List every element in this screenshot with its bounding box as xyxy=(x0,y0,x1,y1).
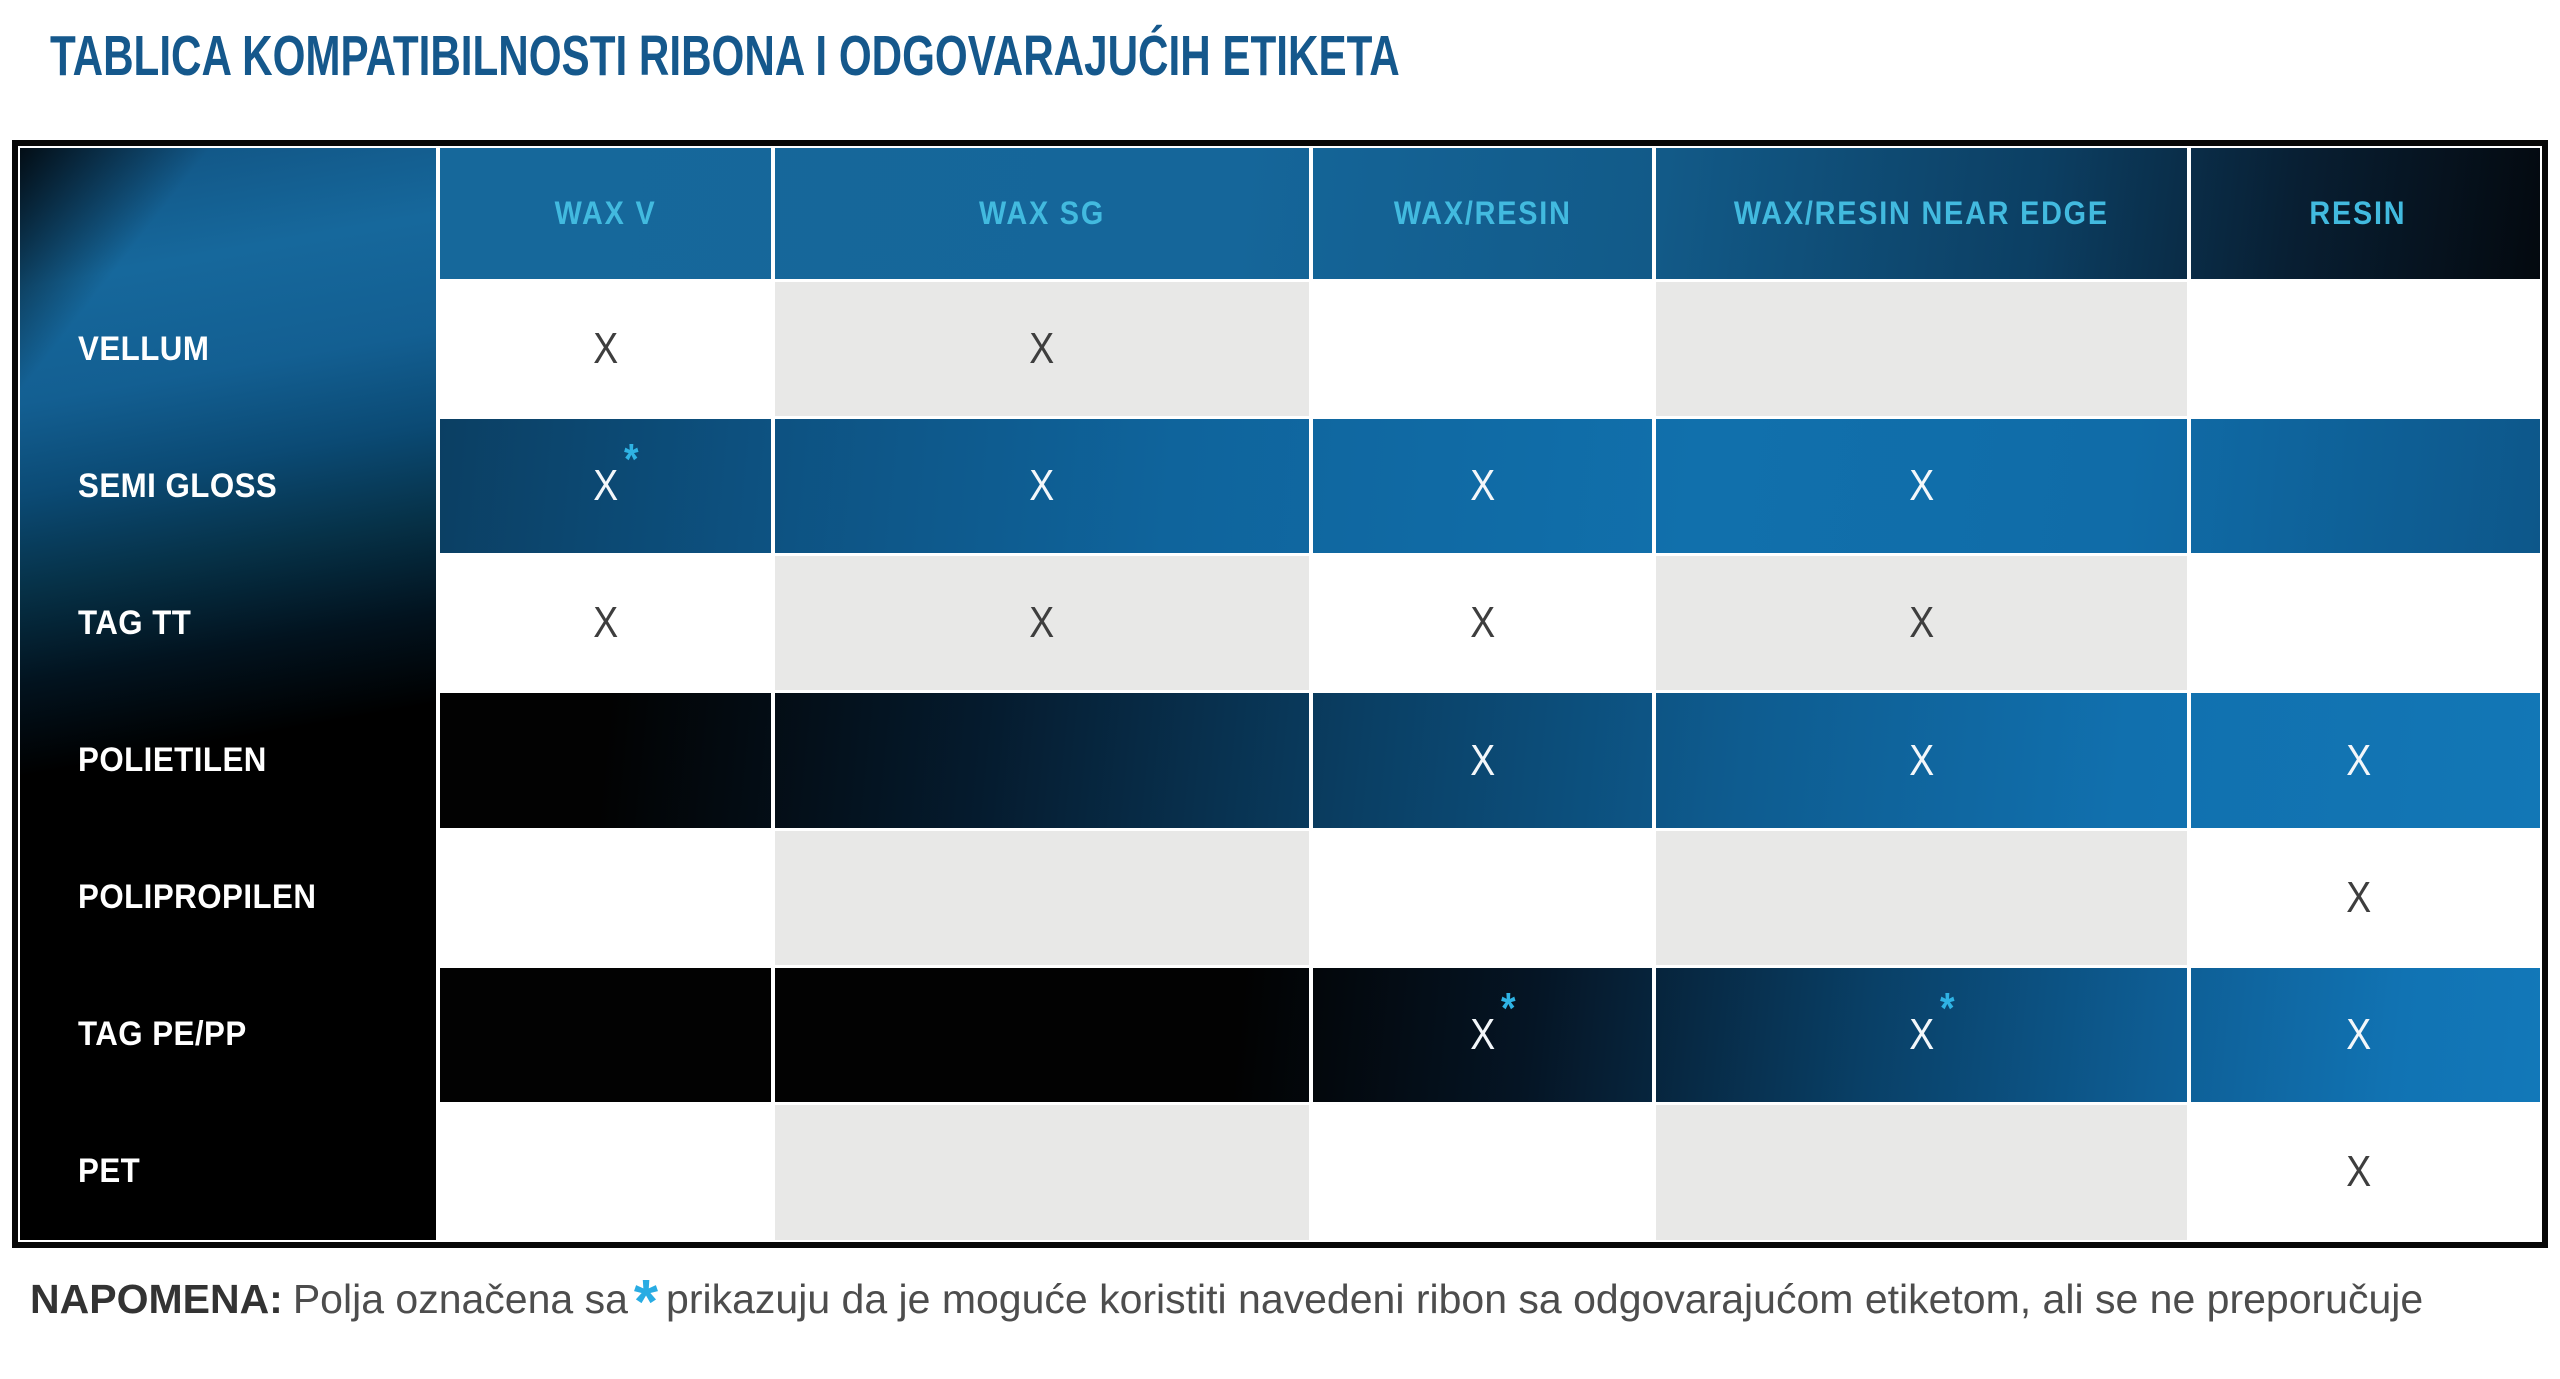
table-cell: X xyxy=(2187,830,2525,965)
table-cell xyxy=(1651,1105,2188,1240)
x-mark: X xyxy=(1029,460,1055,510)
table-cell: X xyxy=(2187,967,2525,1103)
x-mark: X xyxy=(1470,460,1496,510)
asterisk-marker: * xyxy=(1500,984,1516,1034)
table-cell: X xyxy=(1309,556,1651,691)
x-mark: X xyxy=(1908,735,1934,785)
corner-cell xyxy=(20,148,436,282)
table-cell: X * xyxy=(440,419,771,553)
table-cell xyxy=(2187,281,2525,416)
table-row-tag-tt: X X X X xyxy=(440,556,2540,691)
table-cell: X xyxy=(2187,1105,2525,1240)
note-after: prikazuju da je moguće koristiti naveden… xyxy=(666,1275,2424,1322)
compatibility-table: VELLUM SEMI GLOSS TAG TT POLIETILEN POLI… xyxy=(12,139,2548,1248)
row-label-text: SEMI GLOSS xyxy=(78,467,278,506)
table-cell xyxy=(2187,556,2525,691)
row-label-semi-gloss: SEMI GLOSS xyxy=(20,418,436,555)
table-row-polipropilen: X xyxy=(440,830,2540,965)
column-header-wax-sg: WAX SG xyxy=(770,147,1310,279)
x-mark: X xyxy=(1908,598,1934,648)
table-cell: X xyxy=(1651,693,2188,828)
table-row-tag-pe-pp: X * X * X xyxy=(440,967,2540,1103)
table-cell xyxy=(1651,281,2188,416)
row-label-text: TAG PE/PP xyxy=(78,1014,247,1053)
asterisk-marker: * xyxy=(1939,984,1955,1034)
table-cell xyxy=(2187,418,2525,554)
table-cell: X xyxy=(770,556,1310,691)
table-cell xyxy=(1309,1105,1651,1240)
table-row-pet: X xyxy=(440,1105,2540,1240)
table-cell: X xyxy=(770,418,1310,554)
x-mark: X xyxy=(1029,598,1055,648)
note-label: NAPOMENA: xyxy=(30,1275,283,1322)
table-cell xyxy=(770,693,1310,828)
x-mark: X xyxy=(1470,598,1496,648)
row-label-tag-tt: TAG TT xyxy=(20,555,436,692)
table-cell: X xyxy=(2187,693,2525,828)
column-header-wax-resin: WAX/RESIN xyxy=(1309,147,1651,279)
row-label-text: PET xyxy=(78,1151,141,1190)
header-row: WAX V WAX SG WAX/RESIN WAX/RESIN NEAR ED… xyxy=(440,147,2540,279)
row-label-text: VELLUM xyxy=(78,330,210,369)
row-label-column: VELLUM SEMI GLOSS TAG TT POLIETILEN POLI… xyxy=(20,147,436,1240)
row-label-polipropilen: POLIPROPILEN xyxy=(20,829,436,966)
x-mark: X xyxy=(2345,1147,2371,1197)
x-mark: X xyxy=(2345,735,2371,785)
x-mark: X xyxy=(1470,735,1496,785)
asterisk-marker: * xyxy=(623,434,639,484)
x-mark: X xyxy=(592,323,618,373)
table-row-semi-gloss: X * X X X xyxy=(440,418,2540,554)
note-before: Polja označena sa xyxy=(292,1275,628,1322)
table-cell xyxy=(770,1105,1310,1240)
table-cell xyxy=(1651,830,2188,965)
table-cell: X xyxy=(1651,556,2188,691)
x-mark: X xyxy=(1908,460,1934,510)
table-body: WAX V WAX SG WAX/RESIN WAX/RESIN NEAR ED… xyxy=(440,147,2540,1240)
table-cell xyxy=(770,830,1310,965)
table-cell xyxy=(440,968,771,1102)
row-label-vellum: VELLUM xyxy=(20,282,436,419)
x-mark: X xyxy=(592,598,618,648)
table-cell: X xyxy=(1651,418,2188,554)
x-mark: X * xyxy=(592,434,639,510)
table-cell: X xyxy=(1309,693,1651,828)
table-cell: X xyxy=(1309,418,1651,554)
x-mark: X * xyxy=(1470,984,1516,1060)
column-header-resin: RESIN xyxy=(2187,147,2525,279)
table-cell xyxy=(440,1105,771,1239)
column-header-wax-v: WAX V xyxy=(554,194,657,231)
x-mark: X xyxy=(1029,323,1055,373)
note-text: NAPOMENA: Polja označena sa* prikazuju da … xyxy=(30,1267,2424,1337)
row-label-text: POLIPROPILEN xyxy=(78,877,317,916)
table-cell: X xyxy=(440,282,771,416)
table-cell: X * xyxy=(1309,967,1651,1103)
table-cell xyxy=(1309,281,1651,416)
x-mark: X * xyxy=(1908,984,1955,1060)
x-mark: X xyxy=(2345,1010,2371,1060)
table-cell: X * xyxy=(1651,967,2188,1103)
row-label-pet: PET xyxy=(20,1103,436,1240)
table-cell: X xyxy=(440,556,771,690)
table-cell xyxy=(770,967,1310,1103)
table-row-vellum: X X xyxy=(440,281,2540,416)
row-label-polietilen: POLIETILEN xyxy=(20,692,436,829)
page-title: TABLICA KOMPATIBILNOSTI RIBONA I ODGOVAR… xyxy=(50,24,1400,88)
column-header-wax-resin-near-edge: WAX/RESIN NEAR EDGE xyxy=(1651,147,2188,279)
row-label-text: POLIETILEN xyxy=(78,741,267,780)
table-cell xyxy=(440,693,771,827)
table-cell xyxy=(440,831,771,965)
table-cell: X xyxy=(770,281,1310,416)
x-mark: X xyxy=(2345,872,2371,922)
table-cell xyxy=(1309,830,1651,965)
table-row-polietilen: X X X xyxy=(440,693,2540,828)
row-label-tag-pe-pp: TAG PE/PP xyxy=(20,966,436,1103)
row-label-text: TAG TT xyxy=(78,604,192,643)
